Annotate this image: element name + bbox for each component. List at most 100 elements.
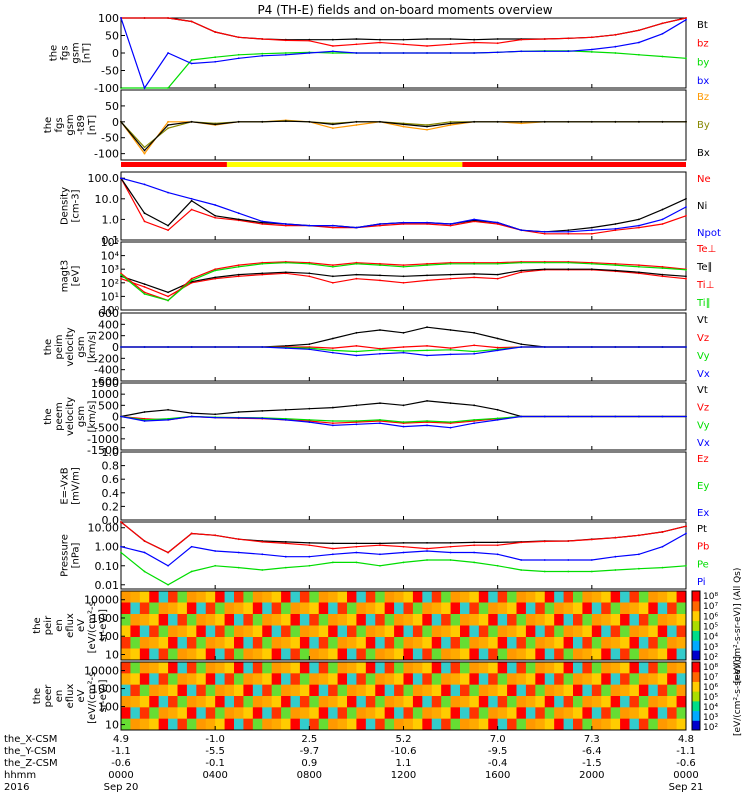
spectrogram-cell [469, 718, 480, 731]
spectrogram-cell [394, 614, 404, 626]
spectrogram-cell [488, 637, 499, 649]
spectrogram-cell [318, 662, 329, 674]
spectrogram-cell [347, 684, 357, 697]
spectrogram-cell [271, 696, 282, 708]
spectrogram-cell [516, 707, 527, 720]
spectrogram-cell [601, 637, 612, 649]
spectrogram-cell [121, 602, 131, 615]
spectrogram-cell [177, 673, 188, 686]
spectrogram-cell [328, 648, 339, 661]
data-point [214, 204, 217, 206]
legend-entry: Bz [697, 92, 709, 103]
spectrogram-cell [535, 673, 546, 686]
data-point [308, 348, 311, 351]
data-point [355, 262, 358, 265]
spectrogram-cell [186, 602, 197, 615]
spectrogram-cell [676, 673, 687, 686]
spectrogram-cell [563, 696, 574, 708]
spectrogram-cell [243, 707, 254, 720]
data-point [685, 18, 687, 21]
bottom-axis-value: 7.3 [584, 734, 600, 745]
spectrogram-cell [347, 637, 357, 649]
spectrogram-cell [591, 696, 602, 708]
spectrogram-cell [544, 718, 555, 731]
spectrogram-cell [460, 591, 470, 603]
colorbar-tick: 10³ [703, 713, 718, 723]
spectrogram-cell [478, 648, 489, 661]
data-point [638, 567, 640, 570]
spectrogram-cell [601, 602, 612, 615]
panel-fgs-gsm: 100 50 0 -50 -100 the fgs gsm [nT] Bt bz by bx [49, 12, 710, 95]
data-point [355, 551, 358, 554]
colorbar-tick: 10⁵ [703, 693, 718, 703]
spectrogram-cell [205, 684, 216, 697]
spectrogram-cell [422, 591, 433, 603]
spectrogram-cell [582, 637, 593, 649]
spectrogram-cell [177, 637, 188, 649]
y-tick-label: 0 [112, 411, 119, 424]
data-point [120, 521, 122, 523]
y-axis-label: magt3 [eV] [60, 260, 82, 293]
data-point [473, 120, 476, 123]
data-point [214, 214, 217, 217]
spectrogram-cell [168, 625, 178, 638]
data-point [379, 352, 381, 355]
spectrogram-cell [591, 625, 602, 638]
spectrogram-cell [365, 602, 376, 615]
data-point [449, 38, 452, 40]
data-point [284, 120, 287, 123]
y-axis-label-line: sr-eV)] [98, 609, 109, 642]
spectrogram-cell [281, 625, 291, 638]
spectrogram-cell [412, 637, 423, 649]
data-point [614, 33, 617, 36]
data-point [355, 43, 358, 46]
spectrogram-cell [158, 637, 169, 649]
data-point [614, 229, 617, 232]
panel-frame [120, 451, 687, 521]
spectrogram-cell [638, 648, 649, 661]
spectrogram-cell [139, 696, 150, 708]
spectrogram-cell [394, 648, 404, 661]
spectrogram-cell [384, 625, 395, 638]
data-point [355, 331, 358, 334]
data-point [355, 277, 358, 280]
spectrogram-cell [403, 637, 414, 649]
spectrogram-cell [347, 625, 357, 638]
spectrogram-cell [525, 673, 536, 686]
spectrogram-cell [554, 707, 565, 720]
data-point [543, 268, 546, 271]
spectrogram-cell [262, 625, 273, 638]
data-point [614, 264, 617, 267]
spectrogram-cell [629, 614, 640, 626]
colorbar-segment [692, 630, 700, 641]
spectrogram-cell [469, 684, 480, 697]
spectrogram-cell [667, 673, 678, 686]
spectrogram-cell [601, 591, 612, 603]
data-point [638, 29, 640, 32]
spectrogram-cell [422, 614, 433, 626]
data-point [426, 274, 428, 277]
data-point [426, 344, 428, 347]
spectrogram-cell [460, 648, 470, 661]
spectrogram-cell [234, 684, 244, 697]
data-point [473, 422, 476, 425]
y-tick-label: -50 [101, 132, 119, 145]
data-point [638, 346, 640, 348]
spectrogram-cell [450, 673, 461, 686]
spectrogram-cell [356, 602, 367, 615]
data-point [614, 45, 617, 48]
spectrogram-cell [535, 696, 546, 708]
y-tick-label: 500 [98, 399, 119, 412]
data-point [261, 120, 264, 123]
spectrogram-cell [610, 625, 621, 638]
data-point [214, 550, 217, 552]
data-point [308, 564, 311, 567]
data-point [143, 220, 146, 223]
spectrogram-cell [215, 614, 226, 626]
spectrogram-cell [121, 648, 131, 661]
data-point [496, 544, 499, 547]
spectrogram-cell [469, 637, 480, 649]
data-point [543, 38, 546, 40]
spectrogram-cell [347, 648, 357, 661]
